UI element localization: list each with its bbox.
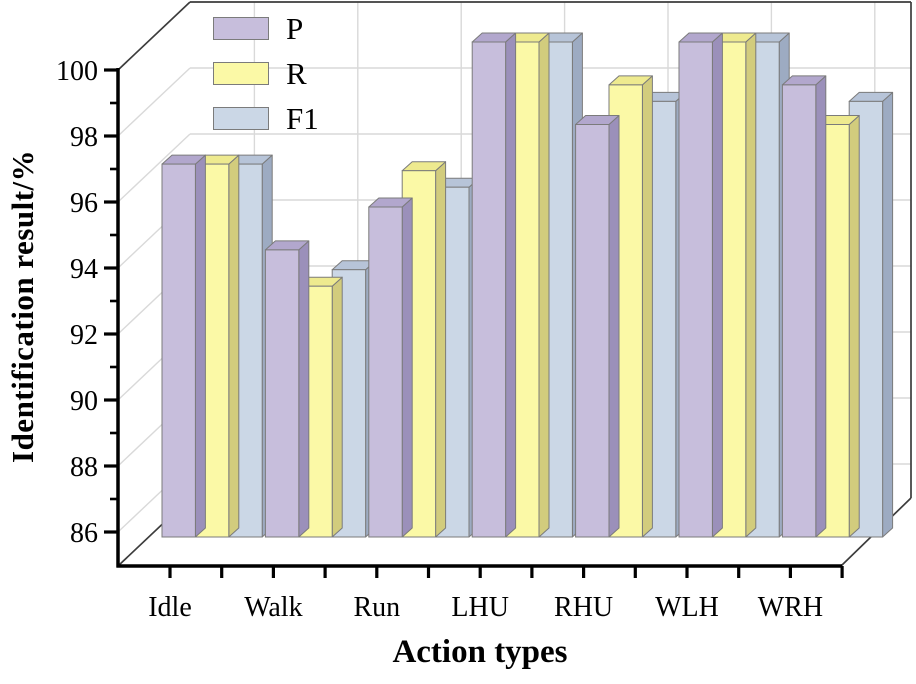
legend: P R F1 <box>213 13 319 134</box>
svg-text:Idle: Idle <box>148 592 192 623</box>
legend-item-r: R <box>213 58 319 89</box>
svg-text:RHU: RHU <box>554 592 613 623</box>
legend-swatch-p <box>213 17 269 40</box>
svg-text:WRH: WRH <box>758 592 823 623</box>
legend-swatch-f1 <box>213 107 269 130</box>
legend-item-f1: F1 <box>213 103 319 134</box>
svg-text:88: 88 <box>70 452 98 483</box>
legend-swatch-r <box>213 62 269 85</box>
svg-text:94: 94 <box>70 254 98 285</box>
legend-label-p: P <box>286 11 304 46</box>
svg-text:98: 98 <box>70 122 98 153</box>
legend-item-p: P <box>213 13 319 44</box>
svg-text:LHU: LHU <box>451 592 509 623</box>
svg-text:92: 92 <box>70 320 98 351</box>
legend-label-r: R <box>286 56 307 91</box>
svg-text:90: 90 <box>70 386 98 417</box>
svg-text:86: 86 <box>70 518 98 549</box>
svg-text:96: 96 <box>70 188 98 219</box>
svg-text:100: 100 <box>56 56 98 87</box>
y-axis-title: Identification result/% <box>5 149 40 463</box>
svg-text:Run: Run <box>353 592 400 623</box>
x-axis-title: Action types <box>392 634 568 670</box>
svg-text:Walk: Walk <box>244 592 302 623</box>
legend-label-f1: F1 <box>286 101 319 136</box>
svg-text:WLH: WLH <box>655 592 719 623</box>
